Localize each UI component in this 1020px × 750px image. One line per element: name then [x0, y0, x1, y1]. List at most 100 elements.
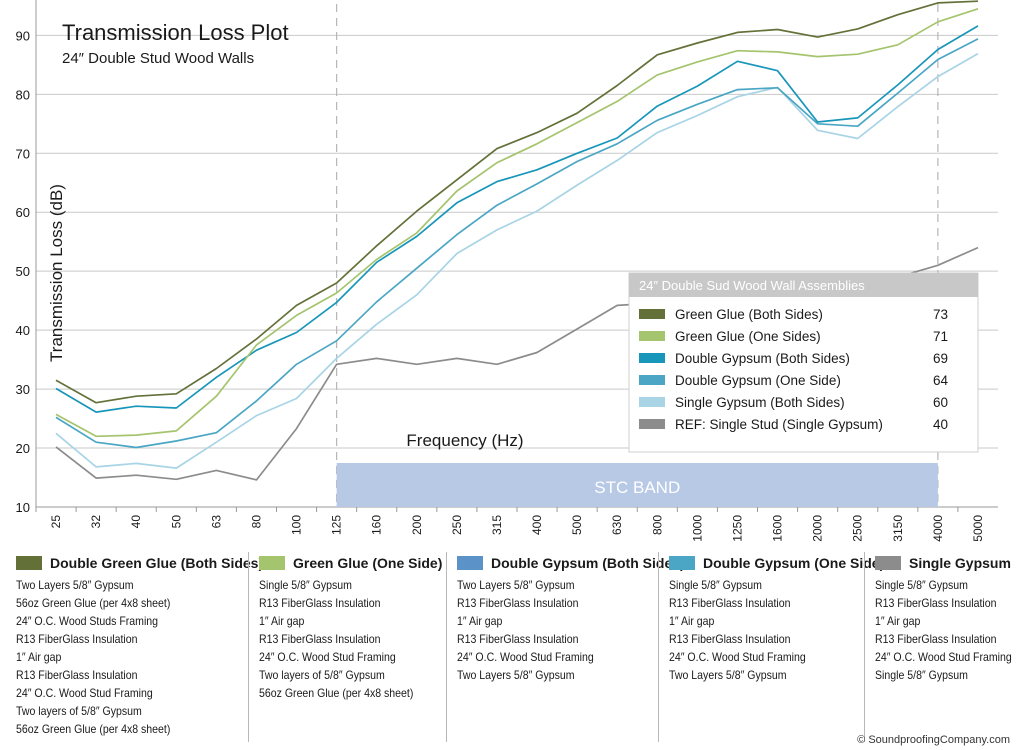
assembly-layer-item: R13 FiberGlass Insulation — [259, 596, 381, 610]
legend-stc-value: 71 — [933, 329, 948, 344]
assembly-layer-item: 24″ O.C. Wood Stud Framing — [16, 686, 153, 700]
x-tick-label: 3150 — [891, 515, 905, 542]
assembly-heading: Single Gypsum — [875, 552, 1020, 574]
x-tick-label: 4000 — [931, 515, 945, 542]
legend-series-name: REF: Single Stud (Single Gypsum) — [675, 417, 883, 432]
assembly-column: Double Gypsum (Both Sides) Two Layers 5/… — [446, 552, 685, 742]
legend-swatch — [639, 397, 665, 407]
assembly-layer-item: Single 5/8″ Gypsum — [259, 578, 352, 592]
assembly-layer-item: 1″ Air gap — [669, 614, 715, 628]
assembly-layer-item: R13 FiberGlass Insulation — [875, 596, 997, 610]
assembly-layer-item: 24″ O.C. Wood Stud Framing — [669, 650, 806, 664]
assembly-layer-item: 56oz Green Glue (per 4x8 sheet) — [259, 686, 414, 700]
assembly-column: Green Glue (One Side) Single 5/8″ Gypsum… — [248, 552, 449, 742]
legend-stc-value: 69 — [933, 351, 948, 366]
transmission-loss-chart: 10 20 30 40 50 60 70 80 90 25 32 40 50 63 80 100 125 160 2… — [16, 0, 998, 542]
assembly-layer-item: R13 FiberGlass Insulation — [16, 668, 138, 682]
x-tick-label: 63 — [209, 515, 223, 529]
legend-series-name: Double Gypsum (One Side) — [675, 373, 841, 388]
legend-swatch — [639, 419, 665, 429]
assembly-layer-item: Two layers of 5/8″ Gypsum — [259, 668, 385, 682]
series-line — [55, 38, 979, 449]
assembly-layers: Two Layers 5/8″ Gypsum 56oz Green Glue (p… — [16, 576, 238, 738]
assembly-layer-item: 24″ O.C. Wood Studs Framing — [16, 614, 159, 628]
assembly-column: Double Green Glue (Both Sides) Two Layer… — [16, 552, 263, 742]
y-tick-label: 10 — [16, 500, 30, 515]
assembly-layer-item: 1″ Air gap — [875, 614, 921, 628]
y-tick-label: 20 — [16, 441, 30, 456]
x-tick-label: 1250 — [730, 515, 744, 542]
assembly-layer-item: Single 5/8″ Gypsum — [875, 578, 968, 592]
y-tick-label: 90 — [16, 28, 30, 43]
assembly-layers: Two Layers 5/8″ Gypsum R13 FiberGlass Ins… — [457, 576, 651, 684]
x-tick-label: 160 — [370, 515, 384, 535]
legend-series-name: Double Gypsum (Both Sides) — [675, 351, 850, 366]
y-tick-label: 30 — [16, 382, 30, 397]
y-axis-label: Transmission Loss (dB) — [47, 184, 66, 362]
legend-header — [629, 273, 978, 297]
assembly-color-swatch — [259, 556, 285, 570]
x-tick-label: 250 — [450, 515, 464, 535]
legend-stc-value: 64 — [933, 373, 949, 388]
assembly-layers: Single 5/8″ Gypsum R13 FiberGlass Insulat… — [259, 576, 449, 702]
assembly-heading: Green Glue (One Side) — [259, 552, 449, 574]
x-tick-label: 1600 — [771, 515, 785, 542]
assembly-layer-item: R13 FiberGlass Insulation — [16, 632, 138, 646]
assembly-heading: Double Gypsum (One Side) — [669, 552, 884, 574]
y-tick-label: 80 — [16, 87, 30, 102]
assembly-layer-item: Single 5/8″ Gypsum — [669, 578, 762, 592]
series-line — [55, 0, 979, 404]
legend-swatch — [639, 309, 665, 319]
legend-series-name: Green Glue (Both Sides) — [675, 307, 823, 322]
series-line — [55, 25, 979, 413]
y-tick-label: 60 — [16, 205, 30, 220]
x-tick-label: 50 — [169, 515, 183, 529]
legend-stc-value: 73 — [933, 307, 948, 322]
x-tick-label: 25 — [49, 515, 63, 529]
assembly-column: Single Gypsum Single 5/8″ Gypsum R13 Fibe… — [864, 552, 1020, 742]
x-tick-label: 2500 — [851, 515, 865, 542]
assembly-layer-item: R13 FiberGlass Insulation — [875, 632, 997, 646]
x-tick-label: 32 — [89, 515, 103, 529]
assembly-layer-item: 56oz Green Glue (per 4x8 sheet) — [16, 596, 171, 610]
series-line — [55, 7, 979, 438]
x-tick-label: 400 — [530, 515, 544, 535]
legend-series-name: Single Gypsum (Both Sides) — [675, 395, 845, 410]
assembly-column: Double Gypsum (One Side) Single 5/8″ Gyp… — [658, 552, 884, 742]
x-axis-label: Frequency (Hz) — [406, 431, 523, 450]
stc-band-rect — [336, 463, 938, 507]
legend-title: 24″ Double Sud Wood Wall Assemblies — [639, 278, 865, 293]
x-tick-label: 100 — [290, 515, 304, 535]
y-tick-label: 70 — [16, 146, 30, 161]
stc-band-label: STC BAND — [594, 478, 680, 497]
x-tick-label: 630 — [610, 515, 624, 535]
assembly-layer-item: Two Layers 5/8″ Gypsum — [457, 668, 575, 682]
assembly-layer-item: Two layers of 5/8″ Gypsum — [16, 704, 142, 718]
assembly-layer-item: 1″ Air gap — [259, 614, 305, 628]
x-tick-label: 1000 — [690, 515, 704, 542]
assembly-layer-item: Two Layers 5/8″ Gypsum — [457, 578, 575, 592]
legend-stc-value: 40 — [933, 417, 948, 432]
chart-title: Transmission Loss Plot — [62, 20, 289, 45]
assembly-color-swatch — [875, 556, 901, 570]
assembly-title: Single Gypsum — [909, 555, 1011, 571]
x-tick-label: 80 — [249, 515, 263, 529]
x-tick-label: 315 — [490, 515, 504, 535]
assembly-layers: Single 5/8″ Gypsum R13 FiberGlass Insulat… — [875, 576, 1020, 684]
assembly-descriptions: Double Green Glue (Both Sides) Two Layer… — [0, 552, 1020, 750]
assembly-layer-item: 56oz Green Glue (per 4x8 sheet) — [16, 722, 171, 736]
y-tick-label: 40 — [16, 323, 30, 338]
assembly-layer-item: 1″ Air gap — [457, 614, 503, 628]
assembly-title: Green Glue (One Side) — [293, 555, 443, 571]
assembly-layer-item: R13 FiberGlass Insulation — [669, 632, 791, 646]
x-tick-label: 200 — [410, 515, 424, 535]
copyright-text: © SoundproofingCompany.com — [857, 734, 1010, 746]
assembly-title: Double Green Glue (Both Sides) — [50, 555, 264, 571]
assembly-color-swatch — [669, 556, 695, 570]
assembly-layer-item: 24″ O.C. Wood Stud Framing — [875, 650, 1012, 664]
assembly-layer-item: 24″ O.C. Wood Stud Framing — [457, 650, 594, 664]
assembly-color-swatch — [457, 556, 483, 570]
x-tick-label: 2000 — [811, 515, 825, 542]
assembly-layer-item: R13 FiberGlass Insulation — [457, 596, 579, 610]
legend-swatch — [639, 375, 665, 385]
